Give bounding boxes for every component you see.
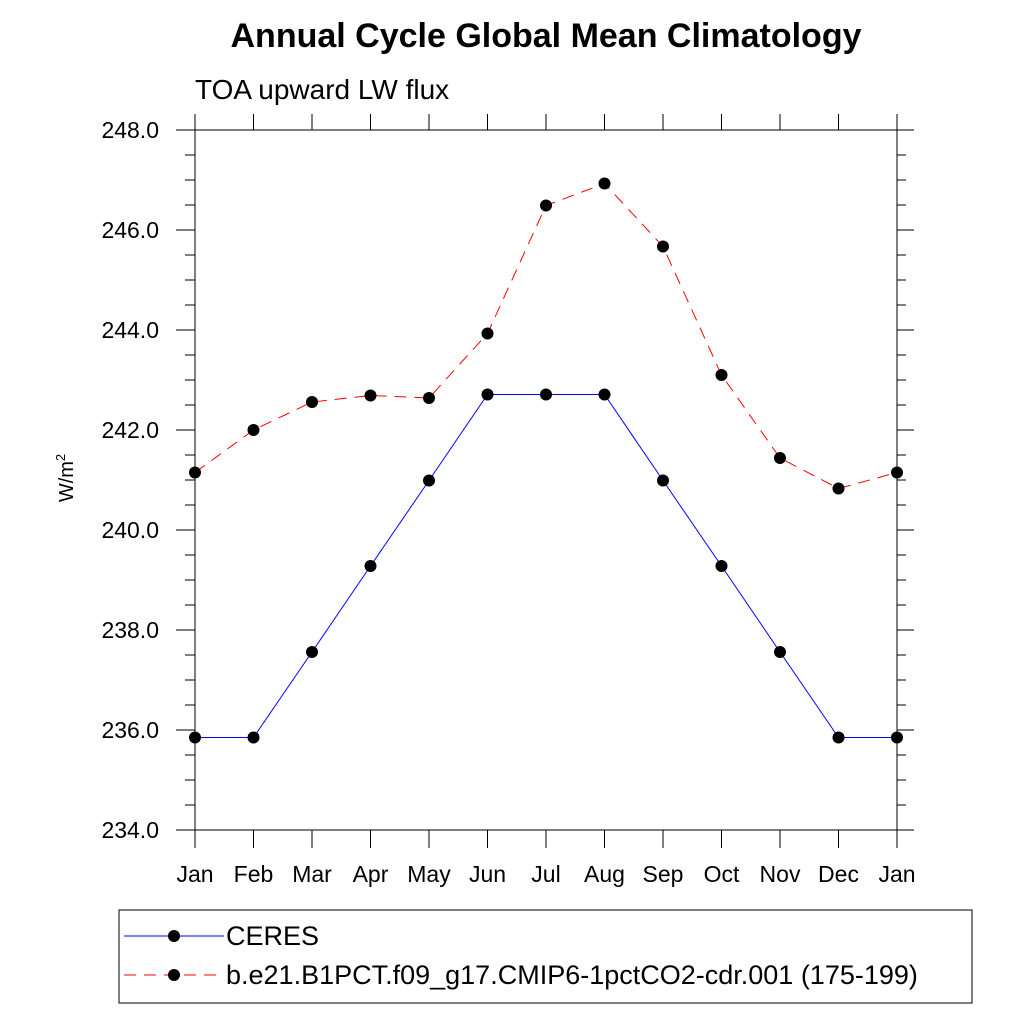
legend-label-model: b.e21.B1PCT.f09_g17.CMIP6-1pctCO2-cdr.00…	[226, 960, 918, 990]
y-axis-label: W/m2	[53, 454, 78, 502]
y-tick-label: 234.0	[101, 817, 159, 843]
series-0-point	[364, 560, 377, 572]
series-0-point	[598, 388, 611, 401]
series-1-point	[715, 369, 728, 381]
x-tick-label: Feb	[234, 861, 274, 887]
x-tick-label: Dec	[818, 861, 859, 887]
series-line-1	[194, 182, 898, 490]
legend-marker-ceres	[168, 930, 180, 942]
series-1-point	[423, 392, 435, 404]
series-0-point	[891, 731, 903, 744]
x-tick-label: Jun	[469, 861, 506, 887]
x-tick-label: Sep	[643, 861, 684, 887]
x-tick-label: Oct	[704, 861, 740, 887]
x-tick-label: Jan	[176, 861, 213, 887]
legend: CERES b.e21.B1PCT.f09_g17.CMIP6-1pctCO2-…	[118, 909, 973, 1004]
x-tick-label: Jan	[878, 861, 915, 887]
series-1-point	[189, 466, 201, 479]
series-0-point	[423, 474, 435, 487]
x-tick-label: May	[407, 861, 451, 887]
series-0-point	[189, 731, 201, 744]
y-tick-label: 236.0	[101, 717, 159, 743]
series-layer	[189, 177, 903, 744]
y-axis-label-main: W/m	[56, 461, 78, 502]
chart-title: Annual Cycle Global Mean Climatology	[231, 17, 862, 55]
y-tick-label: 244.0	[101, 317, 159, 343]
series-0-point	[306, 646, 318, 658]
y-tick-labels: 234.0 236.0 238.0 240.0 242.0 244.0 246.0 248.0	[101, 117, 159, 843]
legend-label-ceres: CERES	[226, 921, 319, 951]
x-tick-label: Aug	[584, 861, 625, 887]
series-0-point	[247, 731, 260, 744]
series-1-point	[364, 389, 377, 402]
x-tick-label: Mar	[292, 861, 332, 887]
series-0-point	[774, 646, 786, 658]
legend-box	[118, 909, 973, 1004]
axis-ticks	[176, 114, 914, 848]
series-0-point	[481, 388, 494, 401]
series-0-point	[715, 560, 728, 572]
y-tick-label: 238.0	[101, 617, 159, 643]
y-tick-label: 248.0	[101, 117, 159, 143]
series-1-point	[306, 396, 318, 408]
svg-text:W/m2: W/m2	[53, 454, 78, 502]
series-0-point	[832, 731, 845, 744]
y-tick-label: 240.0	[101, 517, 159, 543]
y-tick-label: 242.0	[101, 417, 159, 443]
series-1-point	[657, 240, 669, 253]
series-1-point	[481, 327, 494, 340]
y-axis-label-superscript: 2	[53, 454, 68, 461]
series-1-point	[774, 452, 786, 464]
series-1-point	[832, 482, 845, 495]
x-tick-labels: Jan Feb Mar Apr May Jun Jul Aug Sep Oct Nov Dec Jan	[176, 861, 915, 887]
y-tick-label: 246.0	[101, 217, 159, 243]
x-tick-label: Jul	[531, 861, 560, 887]
series-line-0	[195, 394, 897, 738]
legend-marker-model	[168, 969, 180, 981]
series-0-point	[540, 388, 552, 401]
plot-area	[194, 129, 898, 831]
series-0-point	[657, 474, 669, 487]
series-1-point	[891, 466, 903, 479]
x-tick-label: Apr	[353, 861, 389, 887]
series-1-point	[598, 177, 611, 190]
series-1-point	[540, 199, 552, 212]
x-tick-label: Nov	[760, 861, 801, 887]
chart-subtitle: TOA upward LW flux	[195, 74, 449, 105]
series-1-point	[247, 424, 260, 436]
